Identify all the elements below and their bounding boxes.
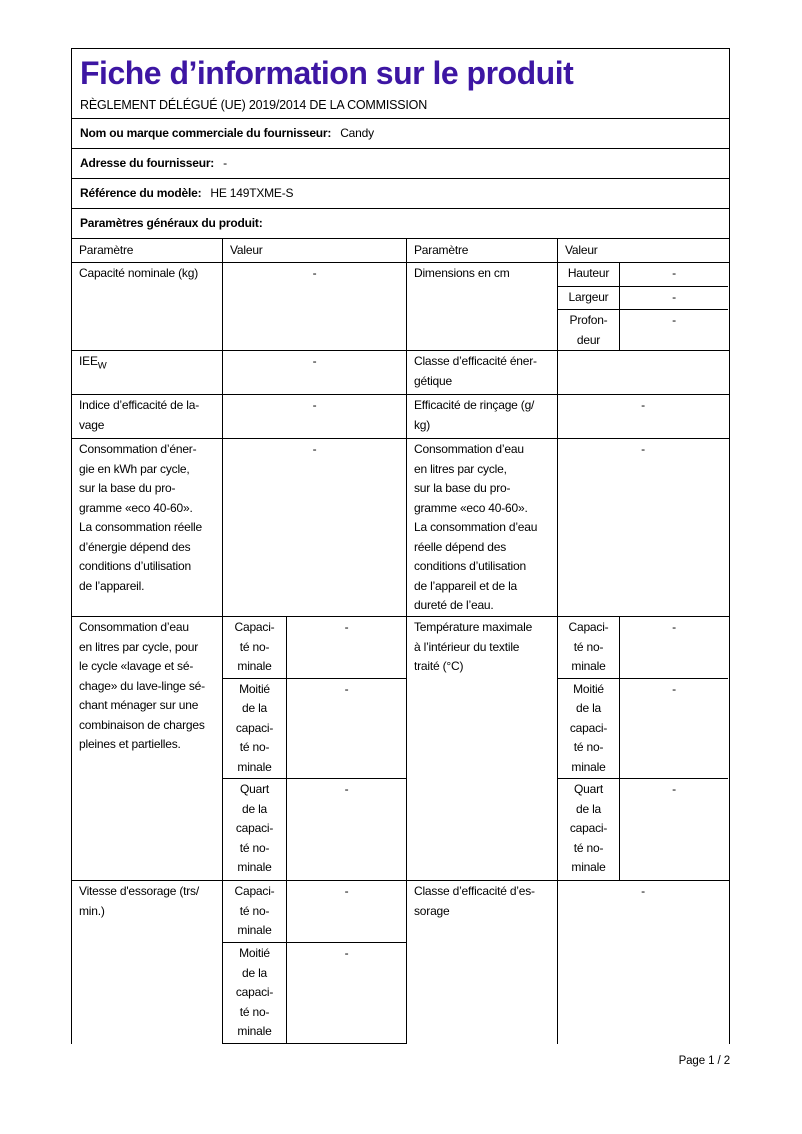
iee-label: IEE	[79, 354, 98, 368]
param-cell: Consommation d’éner- gie en kWh par cycl…	[79, 442, 203, 593]
param-cell-iee: IEEW	[72, 351, 222, 394]
sub-row-height: Hauteur -	[558, 263, 728, 287]
supplier-name-value: Candy	[340, 125, 374, 140]
sub-row-half-capacity: Moitié de la capaci- té no- minale -	[223, 678, 406, 780]
supplier-name-row: Nom ou marque commerciale du fournisseur…	[72, 119, 729, 149]
sub-label-cell: Capaci- té no- minale	[223, 617, 287, 678]
sub-label-cell: Capaci- té no- minale	[223, 881, 287, 942]
sub-label-cell: Moitié de la capaci- té no- minale	[223, 678, 287, 779]
table-header-row: Paramètre Valeur Paramètre Valeur	[72, 239, 729, 263]
row-water-per-cycle-temperature: Consommation d’eau en litres par cycle, …	[72, 617, 729, 881]
sub-value-cell: -	[344, 782, 349, 797]
row-capacity-dimensions: Capacité nominale (kg) - Dimensions en c…	[72, 263, 729, 351]
sub-row-rated-capacity: Capaci- té no- minale -	[223, 881, 406, 943]
sub-row-rated-capacity: Capaci- té no- minale -	[558, 617, 728, 679]
sub-value-cell: -	[672, 313, 676, 327]
model-reference-value: HE 149TXME-S	[210, 185, 294, 200]
param-cell: Classe d’efficacité d’es- sorage	[406, 881, 557, 1044]
supplier-address-value: -	[223, 155, 227, 170]
value-cell: -	[222, 351, 406, 394]
model-reference-label: Référence du modèle:	[80, 185, 202, 200]
regulation-subtitle: RÈGLEMENT DÉLÉGUÉ (UE) 2019/2014 DE LA C…	[80, 98, 428, 112]
param-cell: Indice d’efficacité de la- vage	[79, 398, 199, 432]
header-cell-parameter-left: Paramètre	[79, 243, 134, 257]
sub-value-cell: -	[344, 884, 349, 898]
sub-row-rated-capacity: Capaci- té no- minale -	[223, 617, 406, 679]
param-cell: Température maximale à l’intérieur du te…	[406, 617, 557, 880]
sub-label-cell: Hauteur	[558, 263, 620, 286]
page-number: Page 1 / 2	[678, 1055, 731, 1067]
title-block: Fiche d’information sur le produit RÈGLE…	[72, 49, 729, 119]
row-energy-water-consumption: Consommation d’éner- gie en kWh par cycl…	[72, 439, 729, 617]
sub-value-cell: -	[672, 620, 676, 634]
row-iee-energy-class: IEEW - Classe d’efficacité éner- gétique	[72, 351, 729, 395]
sub-row-half-capacity: Moitié de la capaci- té no- minale -	[558, 678, 728, 780]
header-cell-value-left: Valeur	[222, 239, 406, 262]
param-cell: Capacité nominale (kg)	[79, 266, 198, 280]
sub-label-cell: Quart de la capaci- té no- minale	[558, 779, 620, 880]
water-consumption-sub-table: Capaci- té no- minale - Moitié de la cap…	[222, 617, 406, 880]
temperature-sub-table: Capaci- té no- minale - Moitié de la cap…	[557, 617, 728, 880]
supplier-address-row: Adresse du fournisseur: -	[72, 149, 729, 179]
sub-label-cell: Moitié de la capaci- té no- minale	[558, 678, 620, 779]
value-cell: -	[557, 395, 728, 438]
sub-label-cell: Moitié de la capaci- té no- minale	[223, 943, 287, 1043]
sub-row-quarter-capacity: Quart de la capaci- té no- minale -	[558, 779, 728, 880]
param-cell: Classe d’efficacité éner- gétique	[406, 351, 557, 394]
sub-value-cell: -	[344, 946, 349, 960]
supplier-address-label: Adresse du fournisseur:	[80, 155, 215, 170]
dimensions-sub-table: Hauteur - Largeur - Profon- deur -	[557, 263, 728, 350]
value-cell-empty	[557, 351, 728, 394]
product-fiche: Fiche d’information sur le produit RÈGLE…	[71, 48, 730, 1044]
value-cell: -	[557, 881, 728, 1044]
sub-row-half-capacity: Moitié de la capaci- té no- minale -	[223, 943, 406, 1044]
sub-row-depth: Profon- deur -	[558, 310, 728, 350]
row-washing-rinsing-efficiency: Indice d’efficacité de la- vage - Effica…	[72, 395, 729, 439]
model-reference-row: Référence du modèle: HE 149TXME-S	[72, 179, 729, 209]
sub-row-width: Largeur -	[558, 286, 728, 310]
sub-row-quarter-capacity: Quart de la capaci- té no- minale -	[223, 779, 406, 880]
row-spin-speed-spin-class: Vitesse d'essorage (trs/ min.) Capaci- t…	[72, 881, 729, 1044]
value-cell: -	[222, 395, 406, 438]
sub-value-cell: -	[672, 266, 676, 280]
header-cell-value-right: Valeur	[557, 239, 728, 262]
section-heading: Paramètres généraux du produit:	[80, 215, 263, 230]
sub-label-cell: Largeur	[558, 286, 620, 309]
param-cell: Vitesse d'essorage (trs/ min.)	[79, 884, 199, 918]
section-heading-row: Paramètres généraux du produit:	[72, 209, 729, 239]
iee-subscript: W	[97, 360, 107, 372]
sub-value-cell: -	[672, 782, 676, 797]
sub-value-cell: -	[672, 681, 676, 696]
value-cell: -	[557, 439, 728, 616]
sub-value-cell: -	[344, 681, 349, 696]
header-cell-parameter-right: Paramètre	[406, 239, 557, 262]
sub-value-cell: -	[344, 620, 349, 634]
param-cell: Consommation d’eau en litres par cycle, …	[79, 620, 205, 751]
sub-label-cell: Profon- deur	[558, 310, 620, 350]
param-cell: Consommation d’eau en litres par cycle, …	[406, 439, 557, 616]
value-cell: -	[222, 263, 406, 350]
param-cell: Dimensions en cm	[406, 263, 557, 350]
spin-speed-sub-table: Capaci- té no- minale - Moitié de la cap…	[222, 881, 406, 1044]
sub-value-cell: -	[672, 289, 676, 304]
document-title: Fiche d’information sur le produit	[80, 55, 574, 91]
sub-label-cell: Quart de la capaci- té no- minale	[223, 779, 287, 880]
value-cell: -	[222, 439, 406, 616]
param-cell: Efficacité de rinçage (g/ kg)	[406, 395, 557, 438]
sub-label-cell: Capaci- té no- minale	[558, 617, 620, 678]
supplier-name-label: Nom ou marque commerciale du fournisseur…	[80, 125, 332, 140]
